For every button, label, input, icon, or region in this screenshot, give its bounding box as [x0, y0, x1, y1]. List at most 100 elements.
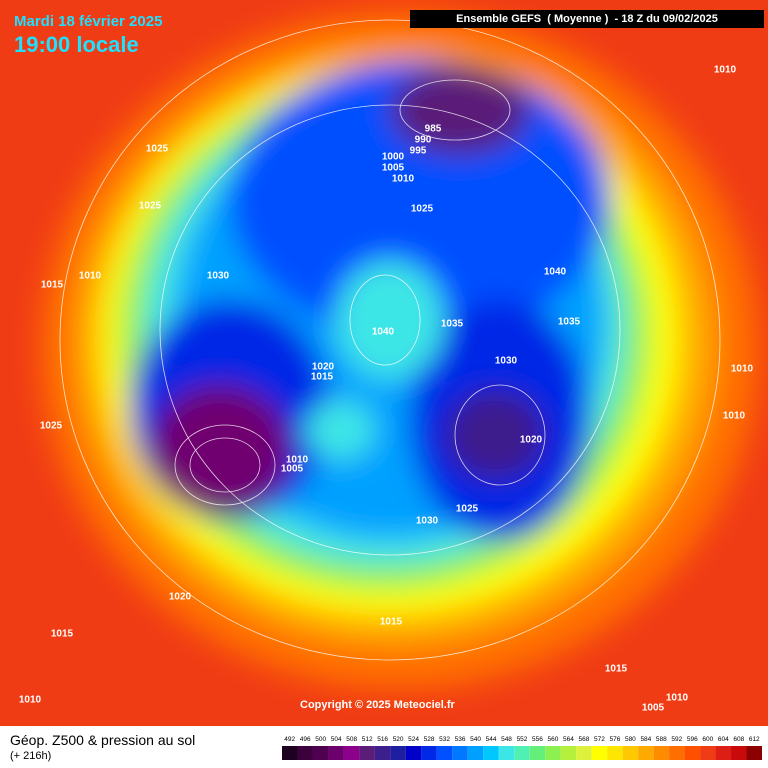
scale-swatch: [607, 746, 623, 760]
scale-swatch: [483, 746, 499, 760]
scale-label: 540: [470, 736, 481, 743]
valid-date: Mardi 18 février 2025: [14, 13, 163, 30]
scale-label: 580: [625, 736, 636, 743]
scale-label: 548: [501, 736, 512, 743]
scale-label: 504: [331, 736, 342, 743]
z500-field: [0, 0, 768, 726]
scale-label: 596: [687, 736, 698, 743]
pressure-label: 1005: [642, 703, 665, 714]
pressure-label: 1010: [723, 411, 746, 422]
pressure-label: 1025: [40, 421, 63, 432]
scale-swatch: [359, 746, 375, 760]
pressure-label: 1015: [380, 617, 403, 628]
scale-swatch: [591, 746, 608, 760]
scale-label: 556: [532, 736, 543, 743]
scale-swatch: [374, 746, 391, 760]
scale-swatch: [328, 746, 344, 760]
scale-label: 592: [671, 736, 682, 743]
pressure-label: 1030: [495, 356, 518, 367]
scale-label: 544: [486, 736, 497, 743]
pressure-label: 1020: [169, 592, 192, 603]
pressure-label: 990: [415, 135, 432, 146]
scale-swatch: [514, 746, 530, 760]
scale-swatch: [312, 746, 329, 760]
pressure-label: 1005: [281, 464, 304, 475]
pressure-label: 995: [410, 146, 427, 157]
scale-label: 584: [640, 736, 651, 743]
scale-swatch: [498, 746, 515, 760]
scale-swatch: [282, 746, 298, 760]
scale-label: 588: [656, 736, 667, 743]
copyright: Copyright © 2025 Meteociel.fr: [300, 699, 455, 711]
scale-swatch: [731, 746, 747, 760]
scale-label: 500: [315, 736, 326, 743]
lead-time: (+ 216h): [10, 750, 52, 762]
pressure-label: 1035: [558, 317, 581, 328]
pressure-label: 1020: [520, 435, 543, 446]
scale-swatch: [638, 746, 654, 760]
scale-swatch: [653, 746, 670, 760]
scale-label: 608: [733, 736, 744, 743]
scale-swatch: [746, 746, 762, 760]
scale-swatch: [452, 746, 468, 760]
scale-swatch: [343, 746, 360, 760]
scale-label: 604: [718, 736, 729, 743]
map: 1010102510251010101510309859909951000100…: [0, 0, 768, 726]
scale-swatch: [529, 746, 546, 760]
pressure-label: 1010: [666, 693, 689, 704]
pressure-label: 1040: [372, 327, 395, 338]
scale-label: 572: [594, 736, 605, 743]
pressure-label: 1010: [714, 65, 737, 76]
pressure-label: 1010: [731, 364, 754, 375]
scale-bar: 492 496 500 504 508 512 516 520 524 528 532 536 540 5…: [282, 736, 762, 760]
pressure-labels: 1010102510251010101510309859909951000100…: [19, 65, 754, 714]
run-info: Ensemble GEFS ( Moyenne ) - 18 Z du 09/0…: [410, 10, 764, 28]
scale-label: 524: [408, 736, 419, 743]
scale-label: 532: [439, 736, 450, 743]
pressure-label: 1025: [146, 144, 169, 155]
pressure-label: 1020: [312, 362, 335, 373]
pressure-label: 1010: [79, 271, 102, 282]
scale-swatch: [545, 746, 561, 760]
pressure-label: 1000: [382, 152, 405, 163]
scale-label: 536: [455, 736, 466, 743]
field-name: Géop. Z500 & pression au sol: [10, 732, 196, 748]
pressure-label: 1030: [416, 516, 439, 527]
scale-label: 568: [579, 736, 590, 743]
pressure-label: 1015: [311, 372, 334, 383]
pressure-label: 1025: [456, 504, 479, 515]
pressure-label: 1010: [19, 695, 42, 706]
pressure-label: 1015: [41, 280, 64, 291]
pressure-label: 1040: [544, 267, 567, 278]
scale-swatch: [622, 746, 639, 760]
scale-swatch: [700, 746, 716, 760]
scale-label: 600: [702, 736, 713, 743]
scale-swatch: [467, 746, 484, 760]
pressure-label: 1010: [286, 455, 309, 466]
scale-label: 576: [609, 736, 620, 743]
scale-label: 492: [284, 736, 295, 743]
scale-label: 564: [563, 736, 574, 743]
scale-label: 560: [548, 736, 559, 743]
scale-label: 520: [393, 736, 404, 743]
valid-time: 19:00 locale: [14, 32, 139, 57]
pressure-label: 1005: [382, 163, 405, 174]
scale-label: 552: [517, 736, 528, 743]
scale-swatch: [421, 746, 437, 760]
scale-label: 516: [377, 736, 388, 743]
pressure-label: 1030: [207, 271, 230, 282]
scale-swatch: [560, 746, 577, 760]
scale-label: 496: [300, 736, 311, 743]
scale-swatch: [405, 746, 422, 760]
pressure-label: 1025: [139, 201, 162, 212]
scale-label: 512: [362, 736, 373, 743]
scale-swatch: [684, 746, 701, 760]
scale-swatch: [390, 746, 406, 760]
scale-label: 612: [749, 736, 760, 743]
pressure-label: 1015: [605, 664, 628, 675]
scale-swatch: [669, 746, 685, 760]
pressure-label: 985: [425, 124, 442, 135]
scale-swatch: [297, 746, 313, 760]
pressure-label: 1010: [392, 174, 415, 185]
